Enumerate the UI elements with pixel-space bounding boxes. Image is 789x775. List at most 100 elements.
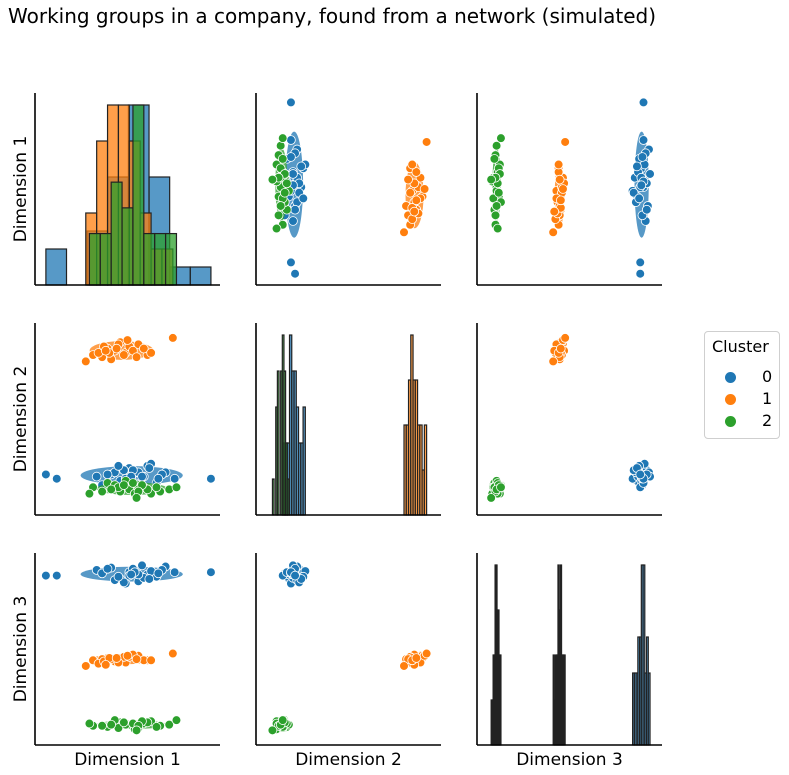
data-point bbox=[558, 184, 568, 194]
data-point bbox=[169, 473, 180, 484]
data-point bbox=[298, 193, 309, 204]
data-point bbox=[206, 473, 216, 484]
data-point bbox=[632, 161, 642, 172]
data-point bbox=[636, 180, 647, 191]
histogram-bar bbox=[499, 654, 502, 746]
data-point bbox=[290, 570, 300, 581]
data-point bbox=[634, 193, 644, 204]
y-axis-label: Dimension 1 bbox=[11, 136, 31, 243]
x-axis-label: Dimension 3 bbox=[516, 750, 623, 770]
data-point bbox=[489, 154, 500, 164]
data-point bbox=[486, 174, 496, 185]
data-point bbox=[100, 345, 111, 356]
histogram-bar bbox=[276, 370, 280, 516]
data-point bbox=[164, 719, 175, 730]
data-point bbox=[41, 469, 51, 480]
data-point bbox=[491, 140, 502, 151]
data-point bbox=[128, 478, 138, 488]
data-point bbox=[286, 257, 296, 268]
data-point bbox=[490, 210, 501, 221]
data-point bbox=[131, 493, 142, 503]
data-point bbox=[51, 570, 62, 581]
data-point bbox=[411, 195, 422, 206]
legend-marker bbox=[725, 394, 736, 405]
data-point bbox=[486, 493, 496, 503]
histogram-bar bbox=[132, 104, 145, 286]
histogram-bar bbox=[45, 248, 68, 286]
data-point bbox=[119, 480, 129, 490]
data-point bbox=[286, 135, 296, 145]
legend-label: 1 bbox=[762, 389, 773, 408]
data-point bbox=[111, 343, 122, 354]
data-point bbox=[146, 655, 156, 666]
data-point bbox=[84, 488, 95, 499]
data-point bbox=[119, 717, 129, 728]
data-point bbox=[153, 568, 164, 579]
data-point bbox=[131, 654, 142, 664]
legend-label: 2 bbox=[762, 411, 773, 430]
data-point bbox=[638, 97, 649, 108]
legend-entry: 1 bbox=[705, 389, 779, 409]
data-point bbox=[151, 482, 162, 493]
data-point bbox=[560, 333, 570, 343]
data-point bbox=[419, 184, 430, 194]
data-point bbox=[635, 268, 646, 279]
data-point bbox=[137, 560, 147, 571]
data-point bbox=[84, 718, 95, 729]
data-point bbox=[411, 653, 422, 663]
data-point bbox=[288, 216, 298, 226]
data-point bbox=[271, 223, 282, 234]
data-point bbox=[151, 722, 162, 732]
chart-title: Working groups in a company, found from … bbox=[8, 4, 657, 28]
data-point bbox=[131, 352, 142, 362]
data-point bbox=[106, 484, 116, 495]
data-point bbox=[277, 715, 288, 725]
data-point bbox=[171, 715, 182, 725]
legend-marker bbox=[725, 372, 736, 383]
data-point bbox=[637, 152, 648, 162]
data-point bbox=[144, 463, 155, 473]
data-point bbox=[421, 648, 432, 659]
data-point bbox=[548, 227, 558, 238]
data-point bbox=[131, 725, 142, 736]
data-point bbox=[491, 201, 502, 211]
data-point bbox=[168, 648, 178, 659]
histogram-bar bbox=[286, 478, 290, 516]
data-point bbox=[635, 257, 646, 268]
data-point bbox=[409, 206, 420, 217]
data-point bbox=[206, 567, 216, 577]
histogram-bar bbox=[110, 181, 123, 286]
data-point bbox=[638, 135, 649, 145]
data-point bbox=[102, 564, 113, 574]
data-point bbox=[548, 356, 558, 367]
data-point bbox=[492, 223, 503, 234]
data-point bbox=[554, 174, 565, 185]
x-axis-label: Dimension 2 bbox=[295, 750, 402, 770]
data-point bbox=[267, 725, 278, 736]
data-point bbox=[169, 567, 180, 577]
data-point bbox=[119, 350, 129, 360]
y-axis-label: Dimension 3 bbox=[11, 596, 31, 703]
data-point bbox=[111, 653, 122, 663]
legend-marker bbox=[725, 416, 736, 427]
data-point bbox=[146, 348, 156, 358]
data-point bbox=[80, 356, 91, 367]
histogram-bar bbox=[189, 266, 212, 286]
data-point bbox=[290, 268, 300, 279]
data-point bbox=[641, 204, 652, 215]
data-point bbox=[80, 661, 91, 671]
data-point bbox=[279, 187, 290, 198]
data-point bbox=[275, 201, 286, 211]
data-point bbox=[407, 159, 418, 170]
data-point bbox=[97, 720, 107, 731]
data-point bbox=[399, 661, 409, 671]
y-axis-label: Dimension 2 bbox=[11, 366, 31, 473]
data-point bbox=[635, 469, 646, 480]
data-point bbox=[405, 187, 415, 198]
data-point bbox=[137, 471, 147, 482]
data-point bbox=[277, 133, 288, 143]
legend-label: 0 bbox=[762, 367, 773, 386]
legend-entry: 2 bbox=[705, 411, 779, 431]
data-point bbox=[290, 204, 300, 215]
legend-title: Cluster bbox=[712, 337, 769, 356]
